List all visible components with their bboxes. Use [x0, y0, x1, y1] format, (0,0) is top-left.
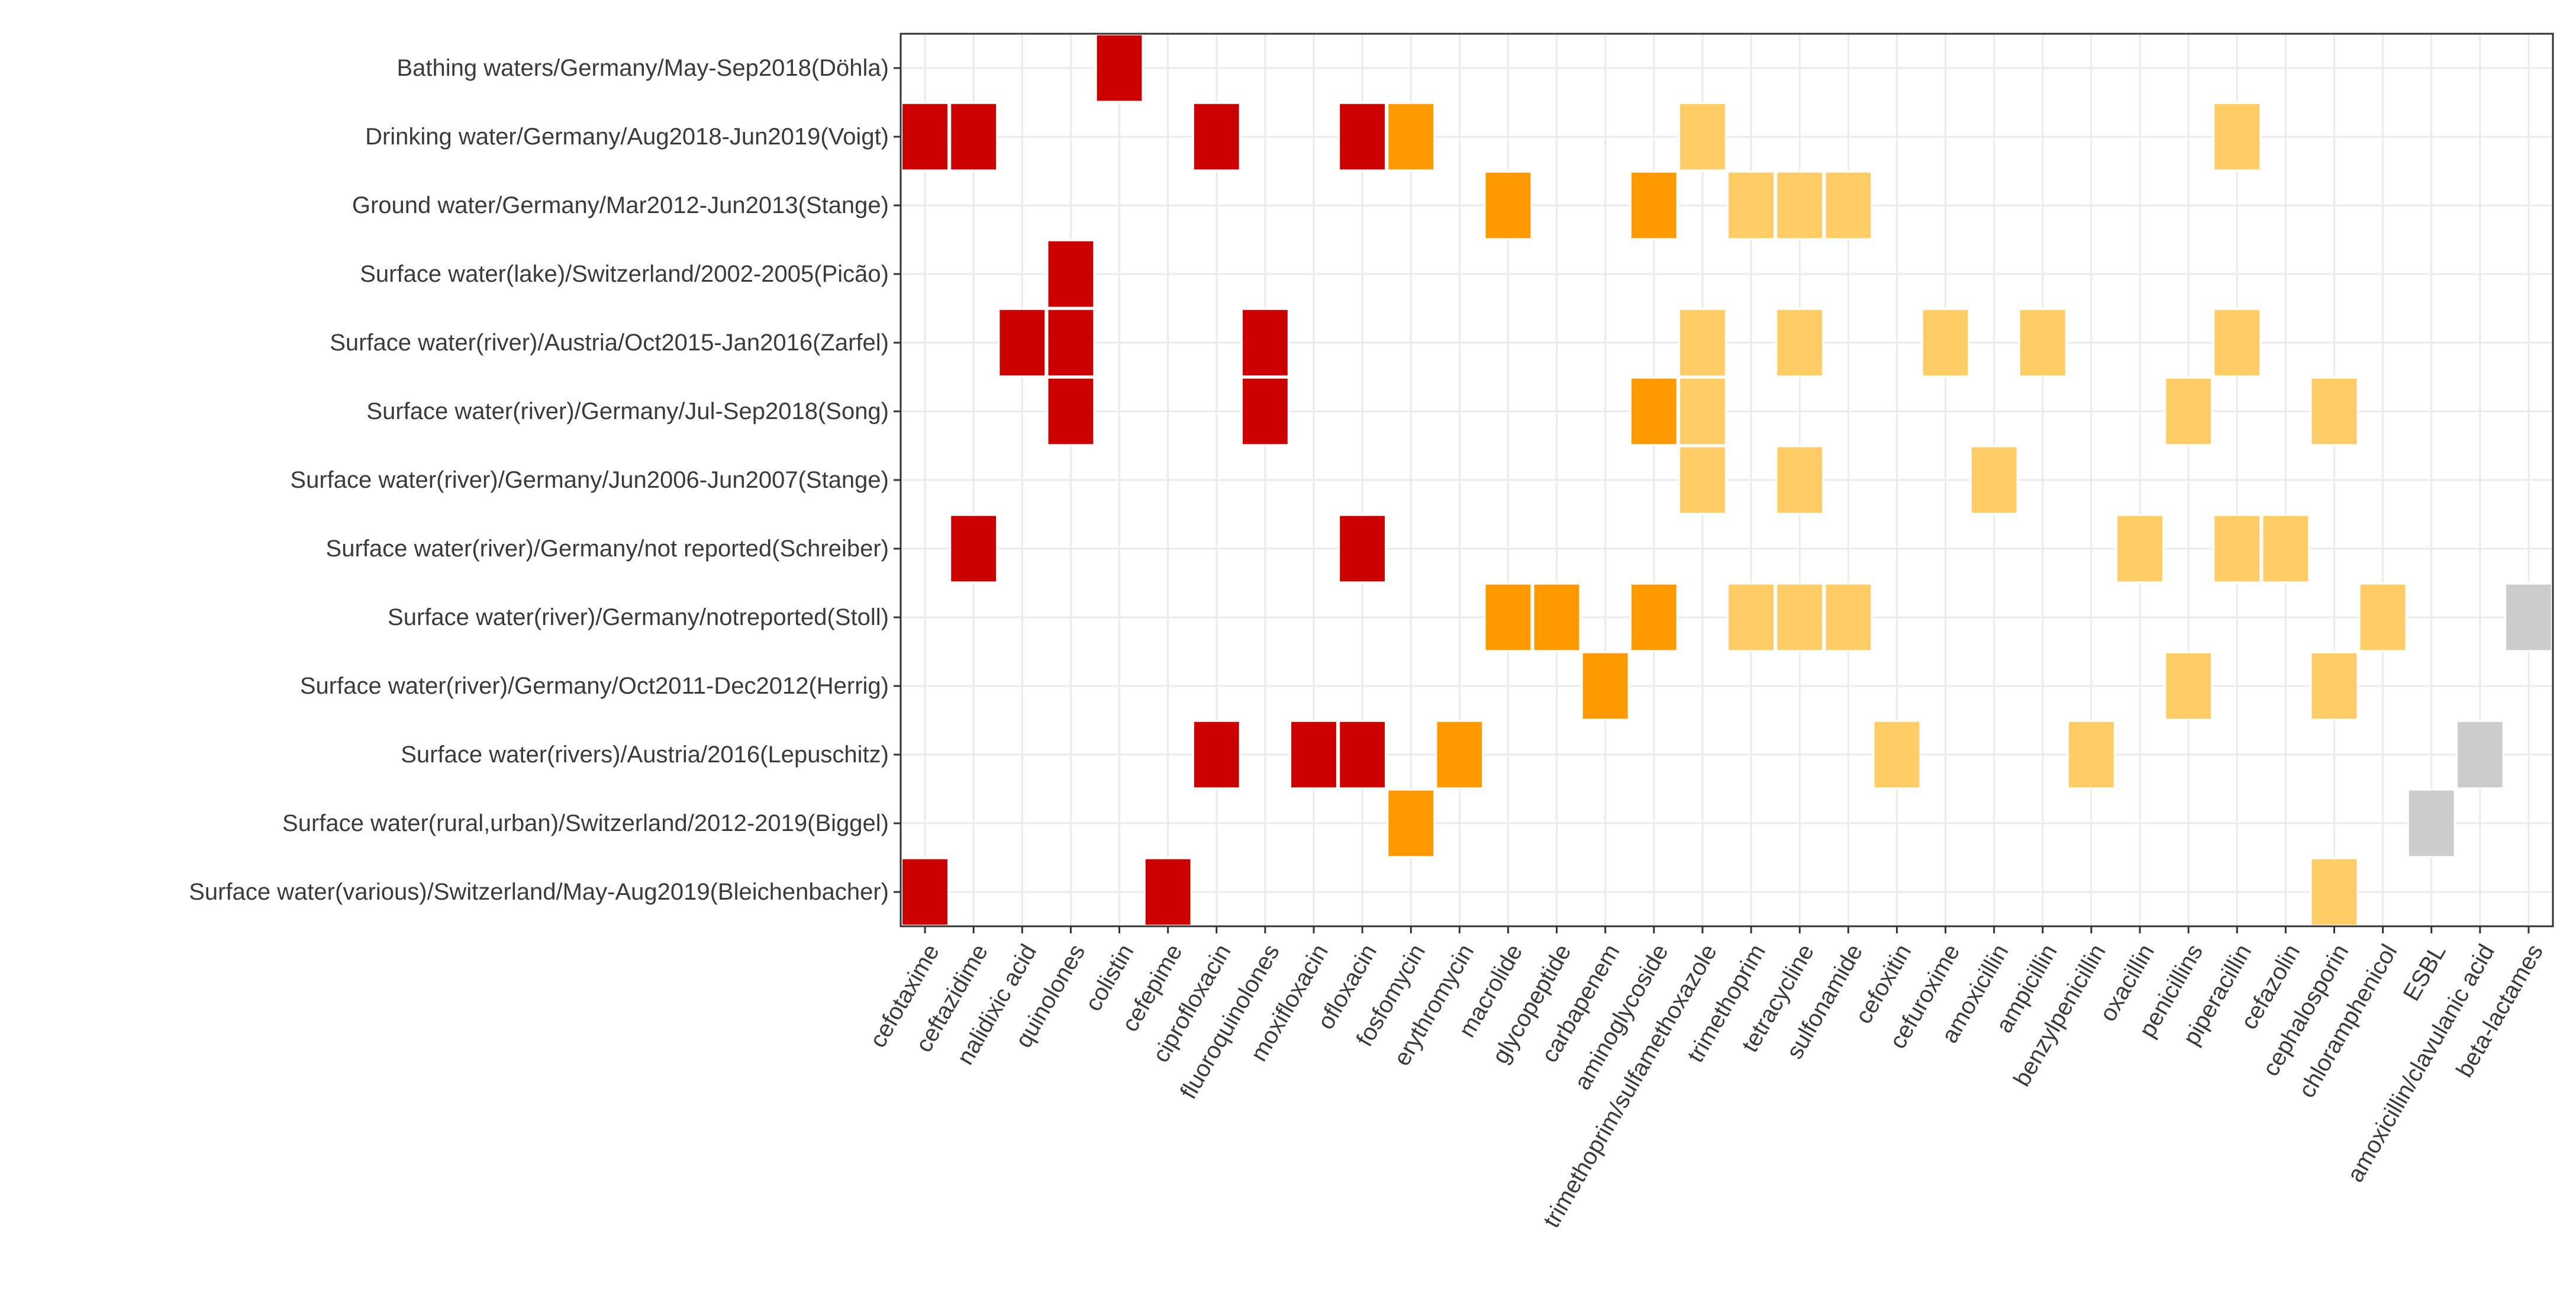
- heatmap-tile: [1338, 102, 1387, 172]
- heatmap-tile: [1532, 582, 1581, 652]
- heatmap-tile: [2164, 651, 2213, 721]
- heatmap-tile: [2066, 720, 2116, 790]
- y-tick-label: Ground water/Germany/Mar2012-Jun2013(Sta…: [352, 192, 889, 218]
- heatmap-tile: [2261, 514, 2310, 584]
- heatmap-tile: [1678, 376, 1727, 446]
- y-tick-label: Surface water(rural,urban)/Switzerland/2…: [282, 810, 889, 836]
- heatmap-tile: [1629, 376, 1678, 446]
- heatmap-tile: [1678, 445, 1727, 515]
- heatmap-tile: [1629, 582, 1678, 652]
- heatmap-tile: [1338, 720, 1387, 790]
- heatmap-tile: [2213, 102, 2262, 172]
- y-tick-label: Bathing waters/Germany/May-Sep2018(Döhla…: [396, 55, 889, 81]
- heatmap-tile: [949, 102, 998, 172]
- axis-ticks: [894, 67, 2530, 933]
- y-tick-label: Surface water(river)/Germany/Jul-Sep2018…: [366, 398, 889, 424]
- heatmap-tile: [1872, 720, 1921, 790]
- y-tick-label: Drinking water/Germany/Aug2018-Jun2019(V…: [365, 124, 889, 150]
- heatmap-tile: [2310, 857, 2359, 927]
- heatmap-tile: [998, 308, 1047, 378]
- heatmap-tile: [1484, 170, 1533, 240]
- y-tick-label: Surface water(river)/Germany/Oct2011-Dec…: [300, 673, 889, 699]
- heatmap-tile: [1289, 720, 1338, 790]
- heatmap-tile: [1387, 788, 1436, 858]
- heatmap-tile: [1824, 582, 1873, 652]
- heatmap-tile: [2310, 651, 2359, 721]
- heatmap-tile: [2455, 720, 2504, 790]
- heatmap-tile: [2358, 582, 2407, 652]
- heatmap-tile: [1046, 239, 1095, 309]
- heatmap-tile: [2164, 376, 2213, 446]
- y-tick-label: Surface water(river)/Germany/Jun2006-Jun…: [290, 467, 889, 493]
- heatmap-tiles: [901, 33, 2553, 927]
- heatmap-tile: [1387, 102, 1436, 172]
- heatmap-tile: [1775, 582, 1824, 652]
- heatmap-tile: [901, 857, 949, 927]
- heatmap-tile: [1192, 720, 1241, 790]
- heatmap-tile: [1484, 582, 1533, 652]
- heatmap-tile: [901, 102, 949, 172]
- y-tick-label: Surface water(river)/Germany/not reporte…: [326, 536, 889, 562]
- heatmap-tile: [1192, 102, 1241, 172]
- heatmap-tile: [1678, 308, 1727, 378]
- y-axis-labels: Bathing waters/Germany/May-Sep2018(Döhla…: [189, 55, 889, 905]
- heatmap-tile: [1240, 308, 1289, 378]
- heatmap-tile: [1727, 170, 1775, 240]
- heatmap-tile: [1143, 857, 1192, 927]
- heatmap-tile: [1095, 33, 1144, 103]
- y-tick-label: Surface water(river)/Germany/notreported…: [388, 604, 889, 630]
- heatmap-tile: [1435, 720, 1484, 790]
- heatmap-tile: [2116, 514, 2164, 584]
- heatmap-tile: [1338, 514, 1387, 584]
- heatmap-tile: [1824, 170, 1873, 240]
- heatmap-tile: [2213, 514, 2262, 584]
- y-tick-label: Surface water(lake)/Switzerland/2002-200…: [360, 261, 889, 287]
- heatmap-tile: [2018, 308, 2067, 378]
- grid-lines: [901, 34, 2553, 926]
- heatmap-tile: [1775, 445, 1824, 515]
- heatmap-tile: [1775, 170, 1824, 240]
- heatmap-tile: [2504, 582, 2553, 652]
- heatmap-tile: [1581, 651, 1630, 721]
- heatmap-tile: [1969, 445, 2019, 515]
- heatmap-tile: [1727, 582, 1775, 652]
- heatmap-tile: [1775, 308, 1824, 378]
- heatmap-tile: [1678, 102, 1727, 172]
- heatmap-tile: [1629, 170, 1678, 240]
- y-tick-label: Surface water(various)/Switzerland/May-A…: [189, 879, 889, 905]
- heatmap-tile: [1046, 308, 1095, 378]
- heatmap-tile: [1240, 376, 1289, 446]
- heatmap-tile: [1046, 376, 1095, 446]
- heatmap-tile: [2310, 376, 2359, 446]
- x-tick-label: ESBL: [2398, 940, 2451, 1006]
- y-tick-label: Surface water(river)/Austria/Oct2015-Jan…: [330, 330, 889, 356]
- y-tick-label: Surface water(rivers)/Austria/2016(Lepus…: [401, 742, 889, 768]
- heatmap-tile: [949, 514, 998, 584]
- heatmap-tile: [2407, 788, 2456, 858]
- heatmap-tile: [2213, 308, 2262, 378]
- heatmap-tile: [1921, 308, 1970, 378]
